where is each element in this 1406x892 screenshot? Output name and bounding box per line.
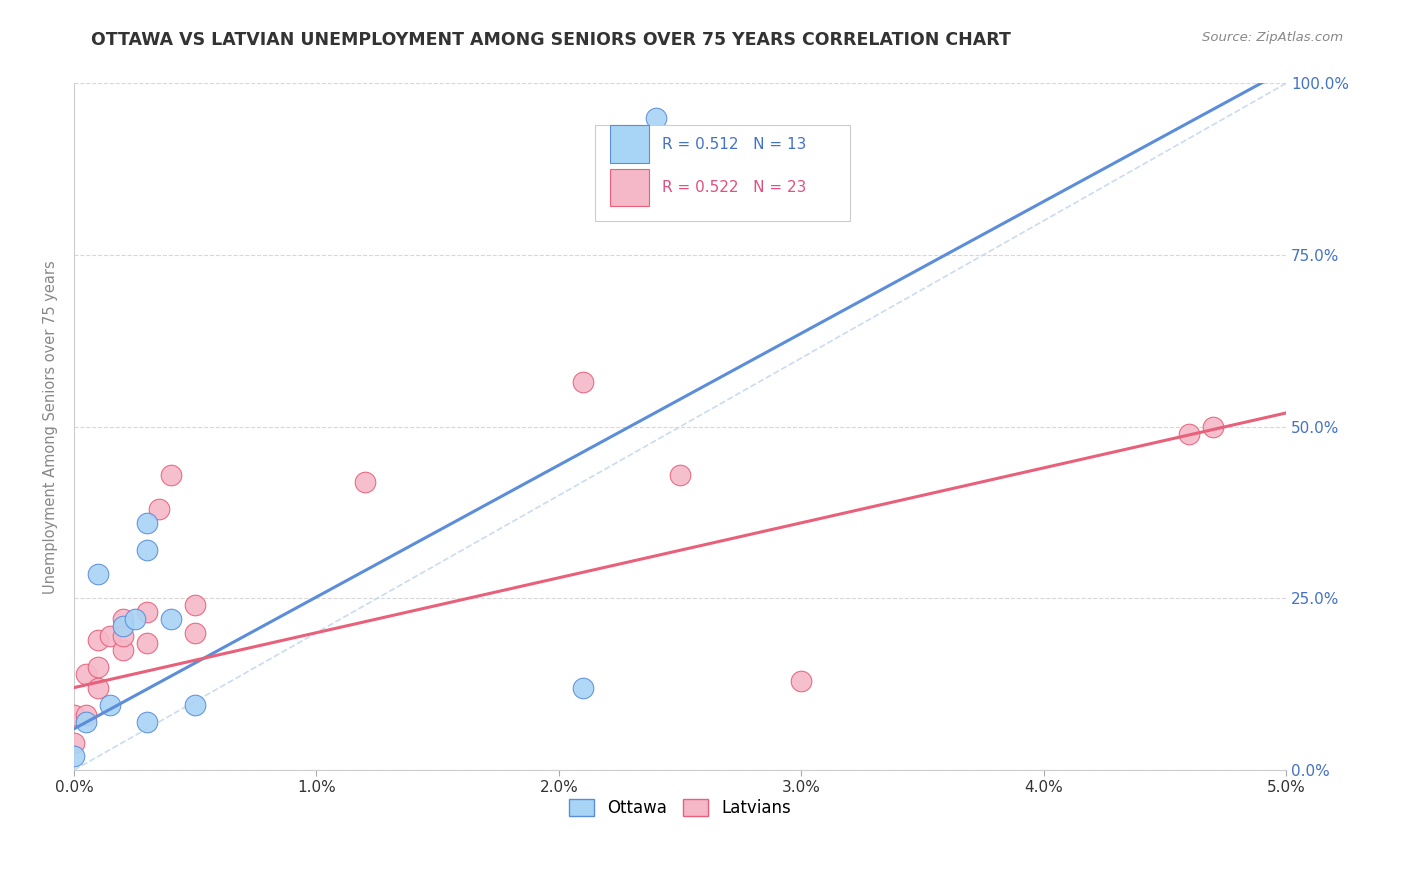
Point [572, 375, 595, 389]
Point [111, 629, 134, 643]
Point [184, 625, 207, 640]
Text: Source: ZipAtlas.com: Source: ZipAtlas.com [1202, 31, 1343, 45]
FancyBboxPatch shape [595, 125, 849, 220]
Text: R = 0.522   N = 23: R = 0.522 N = 23 [662, 180, 806, 195]
Point [572, 681, 595, 695]
Point [111, 612, 134, 626]
Point [148, 502, 170, 516]
Point [1202, 419, 1225, 434]
Point [135, 543, 157, 558]
Bar [610, 169, 648, 206]
Point [87, 567, 110, 582]
Point [184, 599, 207, 613]
Point [87, 660, 110, 674]
Point [124, 612, 146, 626]
Point [1178, 426, 1201, 441]
Point [644, 111, 666, 125]
Point [135, 605, 157, 619]
Point [111, 619, 134, 633]
Bar [610, 125, 648, 163]
Text: R = 0.512   N = 13: R = 0.512 N = 13 [662, 136, 806, 152]
Text: OTTAWA VS LATVIAN UNEMPLOYMENT AMONG SENIORS OVER 75 YEARS CORRELATION CHART: OTTAWA VS LATVIAN UNEMPLOYMENT AMONG SEN… [91, 31, 1011, 49]
Point [184, 698, 207, 712]
Point [354, 475, 377, 489]
Point [135, 636, 157, 650]
Point [75, 708, 97, 723]
Point [87, 632, 110, 647]
Point [63, 735, 86, 749]
Point [669, 467, 692, 482]
Point [135, 714, 157, 729]
Y-axis label: Unemployment Among Seniors over 75 years: Unemployment Among Seniors over 75 years [44, 260, 58, 593]
Point [111, 643, 134, 657]
Point [63, 708, 86, 723]
Point [790, 673, 813, 688]
Point [160, 612, 183, 626]
Point [100, 629, 122, 643]
Point [75, 666, 97, 681]
Point [75, 714, 97, 729]
Point [160, 467, 183, 482]
Point [87, 681, 110, 695]
Point [100, 698, 122, 712]
Legend: Ottawa, Latvians: Ottawa, Latvians [562, 792, 799, 823]
Point [63, 749, 86, 764]
Point [135, 516, 157, 530]
